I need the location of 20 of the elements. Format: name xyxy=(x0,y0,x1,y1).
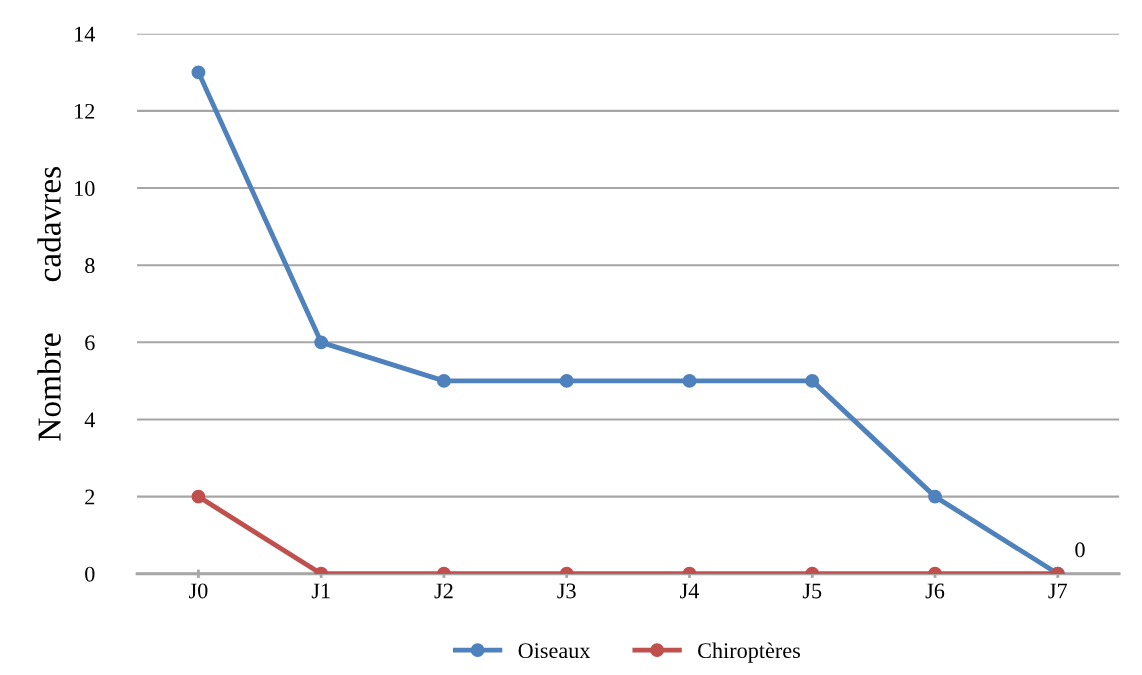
y-tick-label: 4 xyxy=(84,412,96,428)
x-tick-label: J6 xyxy=(925,583,945,599)
y-tick-label: 14 xyxy=(75,26,96,42)
x-tick-label: J4 xyxy=(680,583,700,599)
y-tick-label: 8 xyxy=(85,258,95,274)
annotation: 0 xyxy=(1075,542,1085,558)
x-tick-label: J7 xyxy=(1048,583,1068,599)
y-tick-label: 10 xyxy=(75,180,95,196)
x-tick-label: J1 xyxy=(311,583,330,599)
legend-label: Chiroptères xyxy=(698,642,800,663)
x-tick-label: J2 xyxy=(434,583,453,599)
x-tick-label: J3 xyxy=(557,583,576,599)
y-axis-title: Nombre cadavres xyxy=(37,167,61,441)
y-tick-label: 6 xyxy=(85,335,95,351)
y-tick-label: 2 xyxy=(85,489,95,505)
y-tick-label: 12 xyxy=(75,103,95,119)
legend-label: Oiseaux xyxy=(518,643,591,659)
x-tick-label: J0 xyxy=(189,583,208,599)
x-tick-label: J5 xyxy=(802,583,822,599)
y-tick-label: 0 xyxy=(85,566,95,582)
